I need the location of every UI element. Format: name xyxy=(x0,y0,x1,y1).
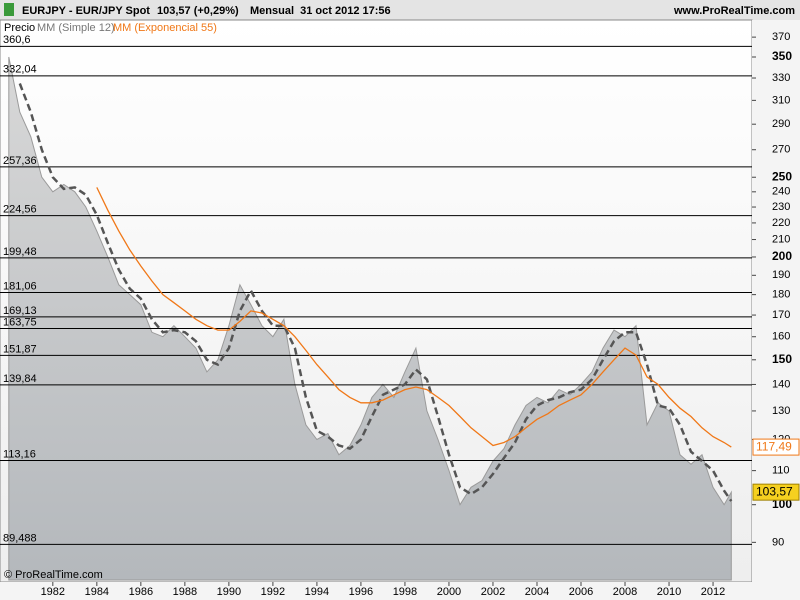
y-tick-label: 370 xyxy=(772,31,790,43)
footer: © ProRealTime.com xyxy=(4,569,103,581)
x-tick-label: 2000 xyxy=(437,586,461,598)
legend-entry: MM (Exponencial 55) xyxy=(113,22,217,34)
y-tick-label: 160 xyxy=(772,331,790,343)
level-label: 89,488 xyxy=(3,532,37,544)
y-tick-label: 270 xyxy=(772,144,790,156)
y-tick-label: 330 xyxy=(772,72,790,84)
y-tick-label: 170 xyxy=(772,309,790,321)
y-tick-label: 230 xyxy=(772,201,790,213)
x-tick-label: 2006 xyxy=(569,586,593,598)
last-value-box xyxy=(752,438,800,456)
period: Mensual 31 oct 2012 17:56 xyxy=(250,5,391,17)
y-tick-label: 140 xyxy=(772,378,790,390)
last-value-label: 117,49 xyxy=(756,439,792,453)
y-tick-label: 90 xyxy=(772,536,784,548)
level-label: 257,36 xyxy=(3,155,37,167)
quote: 103,57 (+0,29%) xyxy=(157,5,239,17)
series-line xyxy=(18,83,733,502)
y-tick-label: 180 xyxy=(772,289,790,301)
y-tick-label: 240 xyxy=(772,186,790,198)
level-label: 163,75 xyxy=(3,316,37,328)
y-tick-label: 220 xyxy=(772,217,790,229)
y-tick-label: 210 xyxy=(772,233,790,245)
level-label: 151,87 xyxy=(3,343,37,355)
plot: 360,6 332,04 257,36 224,56 199,48 181,06 169,1… xyxy=(0,34,752,581)
x-tick-label: 1994 xyxy=(305,586,329,598)
y-tick-label: 190 xyxy=(772,269,790,281)
level-label: 113,16 xyxy=(3,448,36,460)
series-line xyxy=(96,187,732,448)
y-tick-label: 310 xyxy=(772,94,790,106)
last-value-label: 103,57 xyxy=(756,484,793,498)
level-label: 332,04 xyxy=(3,64,37,76)
level-label: 360,6 xyxy=(3,34,31,46)
level-label: 169,13 xyxy=(3,305,37,317)
y-tick-label: 290 xyxy=(772,118,790,130)
icon xyxy=(4,3,14,16)
x-axis-area xyxy=(0,582,752,600)
x-tick-label: 1986 xyxy=(129,586,153,598)
level-label: 181,06 xyxy=(3,280,37,292)
x-tick-label: 2012 xyxy=(701,586,725,598)
legend-entry: MM (Simple 12) xyxy=(37,22,115,34)
title: EURJPY - EUR/JPY Spot xyxy=(22,5,150,17)
x-tick-label: 1988 xyxy=(173,586,197,598)
x-tick-label: 1990 xyxy=(217,586,241,598)
last-value-box xyxy=(752,483,800,501)
x-tick-label: 2002 xyxy=(481,586,505,598)
legend-entry: Precio xyxy=(4,22,35,34)
x-tick-label: 1982 xyxy=(41,586,65,598)
y-tick-label: 350 xyxy=(772,49,792,63)
header-bar xyxy=(0,0,800,20)
y-tick-label: 110 xyxy=(772,465,790,477)
x-tick-label: 1996 xyxy=(349,586,373,598)
x-tick-label: 2004 xyxy=(525,586,549,598)
y-tick-label: 130 xyxy=(772,405,790,417)
price-area xyxy=(8,56,732,581)
source: www.ProRealTime.com xyxy=(673,5,795,17)
level-label: 224,56 xyxy=(3,203,37,215)
level-label: 139,84 xyxy=(3,373,37,385)
y-tick-label: 250 xyxy=(772,169,792,183)
x-tick-label: 1984 xyxy=(85,586,109,598)
y-axis-area xyxy=(752,20,800,600)
y-tick-label: 200 xyxy=(772,249,792,263)
level-label: 199,48 xyxy=(3,246,37,258)
x-tick-label: 2008 xyxy=(613,586,637,598)
y-tick-label: 150 xyxy=(772,352,792,366)
x-tick-label: 2010 xyxy=(657,586,681,598)
x-tick-label: 1992 xyxy=(261,586,285,598)
x-tick-label: 1998 xyxy=(393,586,417,598)
